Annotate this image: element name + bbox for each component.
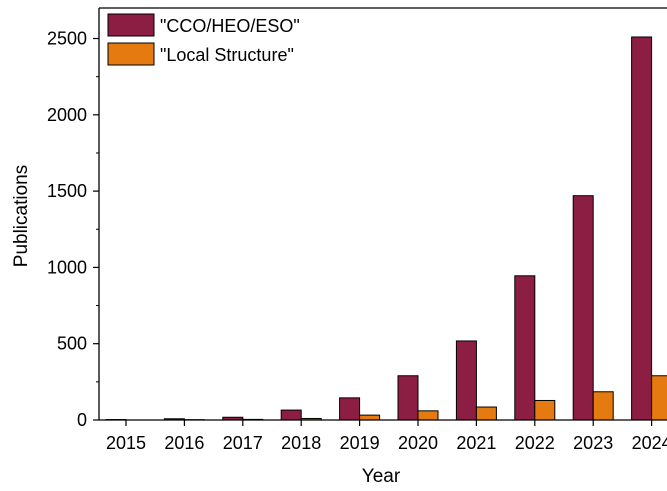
bar-cco-heo-eso-2019 [340, 398, 360, 420]
legend: "CCO/HEO/ESO" "Local Structure" [108, 14, 300, 65]
y-tick-label-1500: 1500 [47, 181, 87, 201]
y-tick-label-500: 500 [57, 334, 87, 354]
legend-swatch-local-structure [108, 43, 154, 65]
bar-local-structure-2022 [535, 400, 555, 420]
bar-cco-heo-eso-2021 [456, 341, 476, 420]
x-axis-title: Year [362, 466, 401, 486]
bar-local-structure-2020 [418, 411, 438, 420]
x-tick-label-2019: 2019 [340, 433, 380, 453]
bar-cco-heo-eso-2018 [281, 410, 301, 420]
bar-cco-heo-eso-2022 [515, 276, 535, 420]
x-tick-label-2021: 2021 [456, 433, 496, 453]
legend-swatch-cco-heo-eso [108, 14, 154, 36]
bar-local-structure-2024 [652, 376, 667, 420]
y-tick-label-2500: 2500 [47, 29, 87, 49]
bar-local-structure-2019 [360, 415, 380, 420]
bar-cco-heo-eso-2024 [632, 37, 652, 420]
y-tick-label-0: 0 [77, 410, 87, 430]
y-axis-title: Publications [11, 165, 32, 267]
bars-layer [106, 37, 667, 420]
y-tick-label-2000: 2000 [47, 105, 87, 125]
x-tick-label-2018: 2018 [281, 433, 321, 453]
bar-local-structure-2023 [593, 392, 613, 420]
legend-label-local-structure: "Local Structure" [160, 45, 294, 65]
bar-cco-heo-eso-2023 [573, 196, 593, 420]
x-tick-label-2023: 2023 [573, 433, 613, 453]
x-tick-label-2017: 2017 [223, 433, 263, 453]
x-tick-label-2015: 2015 [106, 433, 146, 453]
y-tick-label-1000: 1000 [47, 257, 87, 277]
x-tick-label-2024: 2024 [632, 433, 667, 453]
x-tick-label-2022: 2022 [515, 433, 555, 453]
x-tick-label-2020: 2020 [398, 433, 438, 453]
bar-local-structure-2021 [476, 407, 496, 420]
legend-label-cco-heo-eso: "CCO/HEO/ESO" [160, 16, 300, 36]
bar-cco-heo-eso-2020 [398, 376, 418, 420]
x-tick-label-2016: 2016 [164, 433, 204, 453]
